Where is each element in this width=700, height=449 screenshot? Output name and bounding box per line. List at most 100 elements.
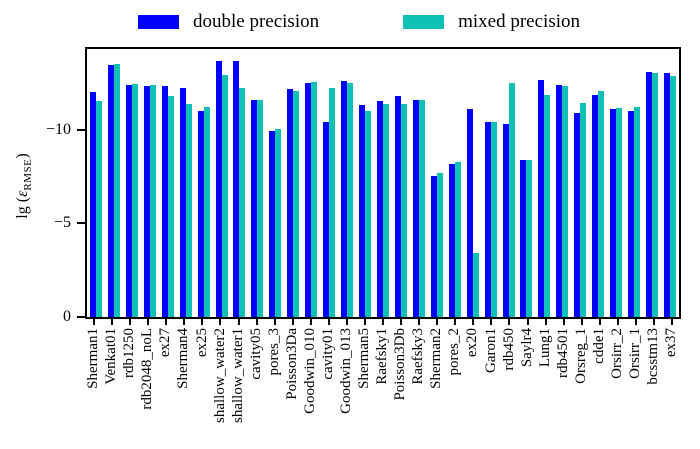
x-tick-mark	[562, 319, 565, 325]
x-tick-shallow_water2	[211, 319, 229, 325]
bar-double-Sherman4	[179, 88, 186, 317]
bar-group-Garon1	[482, 49, 500, 317]
x-label-Raefsky1: Raefsky1	[374, 328, 391, 385]
bar-group-rdb4501	[553, 49, 571, 317]
bar-double-Sherman1	[89, 92, 96, 317]
bar-group-Lung1	[535, 49, 553, 317]
bar-mixed-Lung1	[544, 94, 551, 317]
x-tick-mark	[93, 319, 96, 325]
legend-swatch-mixed-precision	[403, 14, 445, 29]
x-label-cell: Lung1	[537, 328, 555, 449]
bar-mixed-Orsirr_1	[634, 107, 641, 317]
x-tick-mark	[400, 319, 403, 325]
x-tick-pores_2	[446, 319, 464, 325]
y-tick-label-−10: −10	[45, 120, 71, 138]
x-label-cell: shallow_water2	[211, 328, 229, 449]
x-label-cell: cavity01	[320, 328, 338, 449]
bar-double-Sherman5	[359, 105, 366, 317]
x-tick-mark	[634, 319, 637, 325]
x-label-cell: Orsirr_1	[627, 328, 645, 449]
x-label-cell: Venkat01	[103, 328, 121, 449]
x-tick-Raefsky3	[410, 319, 428, 325]
x-label-Saylr4: Saylr4	[518, 328, 535, 368]
bar-group-Orsreg_1	[571, 49, 589, 317]
bar-group-ex25	[195, 49, 213, 317]
x-tick-Saylr4	[519, 319, 537, 325]
y-tick-mark	[77, 316, 85, 318]
x-label-Sherman2: Sherman2	[428, 328, 445, 389]
bar-group-pores_3	[266, 49, 284, 317]
bar-mixed-rdb450	[508, 82, 515, 317]
x-tick-mark	[183, 319, 186, 325]
x-tick-mark	[454, 319, 457, 325]
x-tick-mark	[436, 319, 439, 325]
x-axis-ticks	[85, 319, 681, 325]
y-tick-mark	[77, 128, 85, 131]
x-label-cell: Saylr4	[519, 328, 537, 449]
bar-mixed-Goodwin_010	[311, 81, 318, 317]
x-tick-mark	[219, 319, 222, 325]
x-label-bcsstm13: bcsstm13	[645, 328, 662, 385]
x-label-shallow_water1: shallow_water1	[229, 328, 246, 423]
x-label-ex25: ex25	[193, 328, 210, 358]
y-tick-label-0: 0	[63, 308, 71, 325]
bar-double-bcsstm13	[646, 71, 653, 317]
x-tick-ex27	[157, 319, 175, 325]
bar-mixed-cavity05	[257, 99, 264, 317]
x-tick-mark	[526, 319, 529, 325]
legend-swatch-double-precision	[138, 14, 179, 29]
x-tick-mark	[147, 319, 150, 325]
bar-group-Sherman2	[428, 49, 446, 317]
bar-double-Raefsky3	[412, 99, 419, 317]
x-tick-mark	[237, 319, 240, 325]
x-label-cell: Poisson3Db	[392, 328, 410, 449]
x-tick-bcsstm13	[645, 319, 663, 325]
x-tick-cavity01	[320, 319, 338, 325]
bar-mixed-ex37	[669, 76, 676, 317]
x-tick-mark	[291, 319, 294, 325]
bar-mixed-Orsreg_1	[580, 103, 587, 317]
x-tick-Poisson3Db	[392, 319, 410, 325]
bar-double-rdb2048_noL	[143, 85, 150, 317]
bar-group-Saylr4	[518, 49, 536, 317]
bar-double-cavity01	[323, 122, 330, 317]
bar-group-Poisson3Db	[392, 49, 410, 317]
bar-mixed-rdb4501	[562, 85, 569, 317]
x-tick-pores_3	[266, 319, 284, 325]
x-label-rdb4501: rdb4501	[554, 328, 571, 378]
x-label-ex37: ex37	[663, 328, 680, 358]
x-label-pores_2: pores_2	[446, 328, 463, 376]
bar-double-Garon1	[484, 122, 491, 317]
x-tick-rdb1250	[121, 319, 139, 325]
y-tick-mark	[77, 222, 85, 225]
bar-group-Sherman5	[356, 49, 374, 317]
x-tick-rdb450	[500, 319, 518, 325]
bar-mixed-Raefsky3	[418, 99, 425, 317]
x-tick-Lung1	[537, 319, 555, 325]
bar-double-Lung1	[538, 79, 545, 317]
x-label-cell: Orsreg_1	[573, 328, 591, 449]
bar-double-Goodwin_010	[305, 82, 312, 317]
x-label-cell: Goodwin_010	[302, 328, 320, 449]
bar-double-Poisson3Db	[394, 95, 401, 317]
bar-double-Orsirr_2	[610, 108, 617, 317]
bar-double-Venkat01	[107, 64, 114, 317]
bar-double-Raefsky1	[376, 100, 383, 317]
x-label-Goodwin_013: Goodwin_013	[338, 328, 355, 414]
x-label-cell: Raefsky3	[410, 328, 428, 449]
bar-group-Orsirr_2	[607, 49, 625, 317]
x-label-rdb1250: rdb1250	[121, 328, 138, 378]
bar-group-Sherman1	[87, 49, 105, 317]
x-label-cell: bcsstm13	[645, 328, 663, 449]
bar-mixed-rdb1250	[131, 83, 138, 317]
x-label-cdde1: cdde1	[590, 328, 607, 364]
x-tick-mark	[598, 319, 601, 325]
x-tick-cavity05	[248, 319, 266, 325]
x-tick-mark	[490, 319, 493, 325]
bar-group-rdb450	[500, 49, 518, 317]
bar-group-bcsstm13	[643, 49, 661, 317]
x-tick-mark	[508, 319, 511, 325]
bars-container	[87, 49, 679, 317]
bar-group-rdb2048_noL	[141, 49, 159, 317]
x-axis-labels: Sherman1 Venkat01 rdb1250 rdb2048_noL ex27 Sh…	[85, 328, 681, 449]
